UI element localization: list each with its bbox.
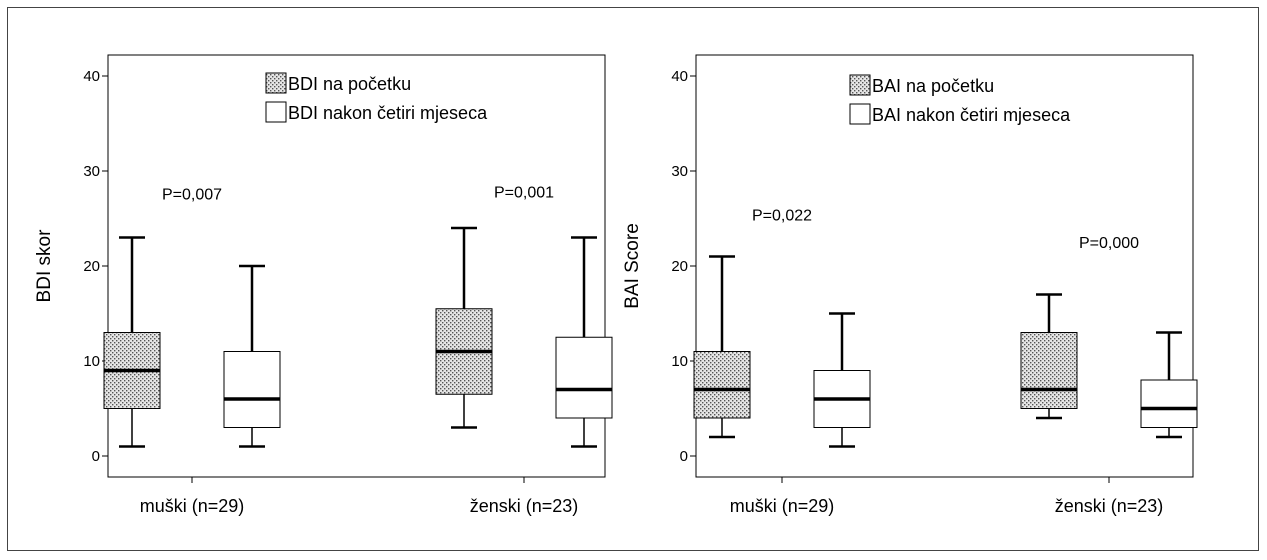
box-baseline-female bbox=[435, 226, 493, 429]
box-followup-male bbox=[813, 312, 871, 448]
iqr-box bbox=[1140, 379, 1198, 428]
boxplot-figure: 0 10 20 30 40 BDI skor muški (n=29) ženski (n=2… bbox=[34, 54, 1198, 516]
y-tick-label: 0 bbox=[680, 448, 688, 465]
box-baseline-female bbox=[1020, 293, 1078, 420]
p-value-label: P=0,007 bbox=[162, 187, 222, 204]
box-followup-male bbox=[223, 264, 281, 448]
x-tick-label: muški (n=29) bbox=[730, 496, 835, 516]
iqr-box bbox=[555, 336, 613, 419]
x-tick-label: ženski (n=23) bbox=[1055, 496, 1164, 516]
legend-swatch bbox=[265, 72, 287, 94]
y-tick-label: 20 bbox=[83, 258, 100, 275]
box-baseline-male bbox=[103, 236, 161, 448]
iqr-box bbox=[223, 351, 281, 428]
y-tick-label: 30 bbox=[671, 163, 688, 180]
x-tick-label: ženski (n=23) bbox=[470, 496, 579, 516]
legend-swatch bbox=[265, 101, 287, 123]
p-value-label: P=0,001 bbox=[494, 185, 554, 202]
y-tick-label: 30 bbox=[83, 163, 100, 180]
y-tick-label: 0 bbox=[92, 448, 100, 465]
y-axis-title: BDI skor bbox=[34, 229, 55, 303]
figure-frame: 0 10 20 30 40 BDI skor muški (n=29) ženski (n=2… bbox=[7, 7, 1259, 551]
box-followup-female bbox=[1140, 331, 1198, 439]
p-value-label: P=0,000 bbox=[1079, 235, 1139, 252]
p-value-label: P=0,022 bbox=[752, 207, 812, 224]
y-tick-label: 40 bbox=[83, 68, 100, 85]
legend-swatch bbox=[849, 74, 871, 96]
x-tick-label: muški (n=29) bbox=[140, 496, 245, 516]
legend-label: BAI na početku bbox=[872, 76, 994, 96]
legend-label: BDI nakon četiri mjeseca bbox=[288, 103, 488, 123]
bdi-chart-panel: 0 10 20 30 40 BDI skor muški (n=29) ženski (n=2… bbox=[34, 54, 613, 516]
legend-swatch bbox=[849, 103, 871, 125]
box-baseline-male bbox=[693, 255, 751, 439]
legend-label: BAI nakon četiri mjeseca bbox=[872, 105, 1071, 125]
box-followup-female bbox=[555, 236, 613, 448]
y-tick-label: 40 bbox=[671, 68, 688, 85]
iqr-box bbox=[693, 351, 751, 419]
y-axis-title: BAI Score bbox=[622, 223, 643, 309]
y-tick-label: 10 bbox=[83, 353, 100, 370]
y-tick-label: 10 bbox=[671, 353, 688, 370]
y-tick-label: 20 bbox=[671, 258, 688, 275]
iqr-box bbox=[1020, 332, 1078, 409]
legend-label: BDI na početku bbox=[288, 74, 411, 94]
bai-chart-panel: 0 10 20 30 40 BAI Score muški (n=29) ženski (n=… bbox=[622, 54, 1198, 516]
